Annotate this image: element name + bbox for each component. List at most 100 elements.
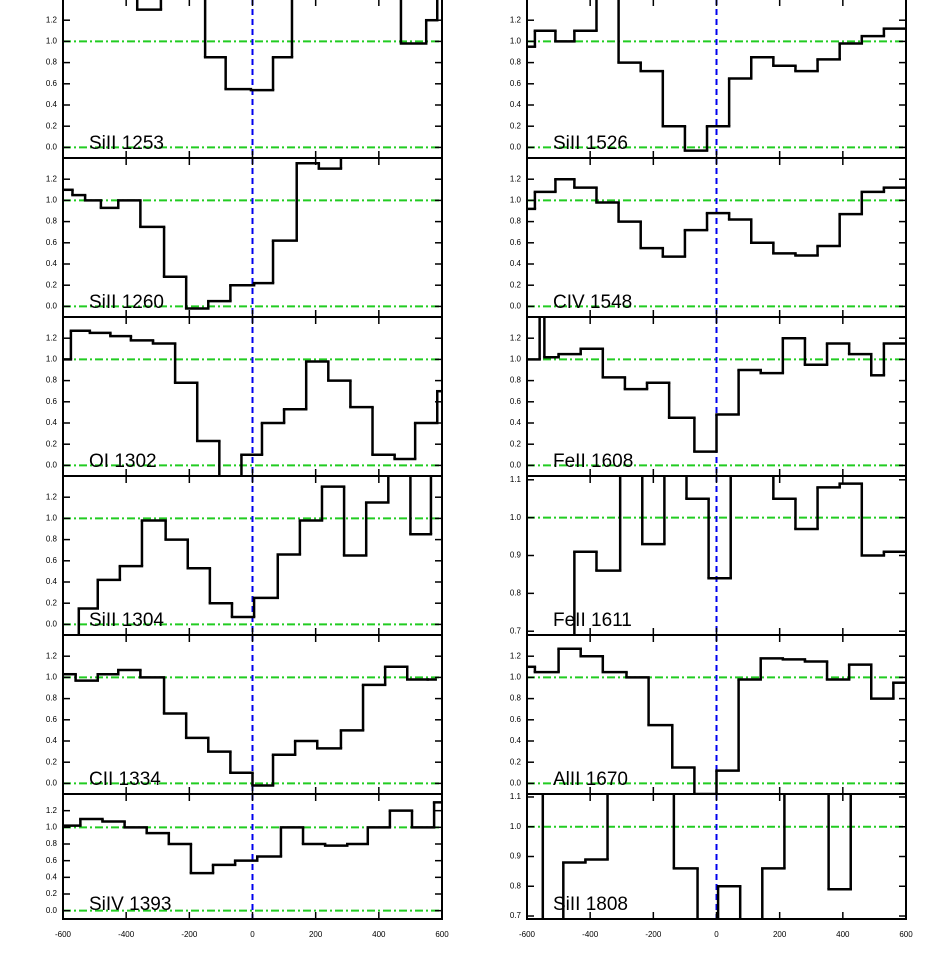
panel-frame (526, 793, 907, 920)
y-tick-label: 0.4 (46, 259, 58, 268)
y-tick-label: 0.0 (510, 302, 522, 311)
x-tick-label: 400 (836, 930, 850, 939)
y-tick-label: 1.2 (510, 174, 522, 183)
y-tick-label: 0.0 (46, 143, 58, 152)
y-tick-label: 0.6 (46, 238, 58, 247)
y-tick-label: 0.6 (510, 397, 522, 406)
y-tick-label: 1.0 (510, 673, 522, 682)
x-tick-label: 200 (773, 930, 787, 939)
y-tick-label: 1.0 (46, 514, 58, 523)
y-tick-label: 0.4 (510, 736, 522, 745)
x-tick-label: 0 (250, 930, 255, 939)
y-tick-label: 1.0 (510, 196, 522, 205)
y-tick-label: 0.0 (46, 302, 58, 311)
panel (527, 794, 906, 919)
panel (63, 158, 442, 317)
line-label: AlII 1670 (553, 769, 628, 790)
y-tick-label: 1.2 (46, 15, 58, 24)
y-tick-label: 1.2 (46, 651, 58, 660)
y-tick-label: 0.4 (510, 100, 522, 109)
line-label: CII 1334 (89, 769, 161, 790)
y-tick-label: 0.4 (46, 100, 58, 109)
y-tick-label: 0.6 (46, 556, 58, 565)
y-tick-label: 0.6 (46, 715, 58, 724)
y-tick-label: 0.9 (510, 852, 522, 861)
y-tick-label: 0.6 (510, 715, 522, 724)
x-tick-label: -400 (118, 930, 135, 939)
y-tick-label: 1.2 (46, 806, 58, 815)
y-tick-label: 0.8 (510, 881, 522, 890)
y-tick-label: 0.2 (46, 889, 58, 898)
x-tick-label: -200 (181, 930, 198, 939)
y-tick-label: 1.0 (510, 37, 522, 46)
y-tick-label: 0.8 (510, 376, 522, 385)
y-tick-label: 0.8 (510, 217, 522, 226)
y-tick-label: 0.6 (510, 238, 522, 247)
x-tick-label: 400 (372, 930, 386, 939)
y-tick-label: 1.2 (510, 333, 522, 342)
y-tick-label: 1.0 (46, 673, 58, 682)
y-tick-label: 0.2 (46, 757, 58, 766)
line-label: SiII 1526 (553, 133, 628, 154)
y-tick-label: 0.7 (510, 626, 522, 635)
line-label: FeII 1608 (553, 451, 633, 472)
y-tick-label: 0.6 (46, 397, 58, 406)
y-tick-label: 0.8 (46, 694, 58, 703)
x-tick-label: -400 (582, 930, 599, 939)
y-tick-label: 0.2 (46, 280, 58, 289)
x-tick-label: 600 (435, 930, 449, 939)
line-label: FeII 1611 (553, 610, 632, 631)
panel (527, 317, 906, 476)
line-label: OI 1302 (89, 451, 157, 472)
x-tick-label: -600 (519, 930, 536, 939)
y-tick-label: 1.1 (510, 475, 522, 484)
y-tick-label: 0.2 (46, 121, 58, 130)
line-label: SiII 1304 (89, 610, 164, 631)
panel-frame (62, 793, 443, 920)
y-tick-label: 1.2 (510, 651, 522, 660)
y-tick-label: 0.0 (46, 461, 58, 470)
y-tick-label: 0.0 (510, 779, 522, 788)
y-tick-label: 1.0 (46, 37, 58, 46)
panel (527, 476, 906, 635)
y-tick-label: 0.6 (46, 79, 58, 88)
y-tick-label: 0.4 (46, 577, 58, 586)
y-tick-label: 1.0 (510, 513, 522, 522)
x-tick-label: 600 (899, 930, 913, 939)
y-tick-label: 0.4 (46, 736, 58, 745)
panel (527, 158, 906, 317)
panel (63, 476, 442, 635)
x-tick-label: -600 (55, 930, 72, 939)
y-tick-label: 0.0 (46, 779, 58, 788)
line-label: SiII 1808 (553, 894, 628, 915)
y-tick-label: 0.0 (510, 461, 522, 470)
y-tick-label: 0.6 (46, 856, 58, 865)
y-tick-label: 1.2 (46, 492, 58, 501)
x-tick-label: 0 (714, 930, 719, 939)
y-tick-label: 1.0 (46, 196, 58, 205)
y-tick-label: 0.7 (510, 911, 522, 920)
y-tick-label: 1.2 (46, 174, 58, 183)
y-tick-label: 0.0 (510, 143, 522, 152)
y-tick-label: 0.9 (510, 551, 522, 560)
y-tick-label: 1.2 (510, 15, 522, 24)
y-tick-label: 0.8 (46, 58, 58, 67)
y-tick-label: 0.0 (46, 906, 58, 915)
y-tick-label: 0.2 (46, 439, 58, 448)
x-tick-label: -200 (645, 930, 662, 939)
y-tick-label: 0.8 (46, 839, 58, 848)
y-tick-label: 1.0 (46, 355, 58, 364)
y-tick-label: 0.8 (46, 217, 58, 226)
line-label: SiII 1253 (89, 133, 164, 154)
panel (63, 794, 442, 919)
y-tick-label: 1.1 (510, 792, 522, 801)
y-tick-label: 0.8 (46, 376, 58, 385)
y-tick-label: 0.4 (46, 872, 58, 881)
y-tick-label: 0.4 (510, 259, 522, 268)
y-tick-label: 0.2 (510, 121, 522, 130)
y-tick-label: 0.0 (46, 620, 58, 629)
y-tick-label: 0.2 (510, 280, 522, 289)
